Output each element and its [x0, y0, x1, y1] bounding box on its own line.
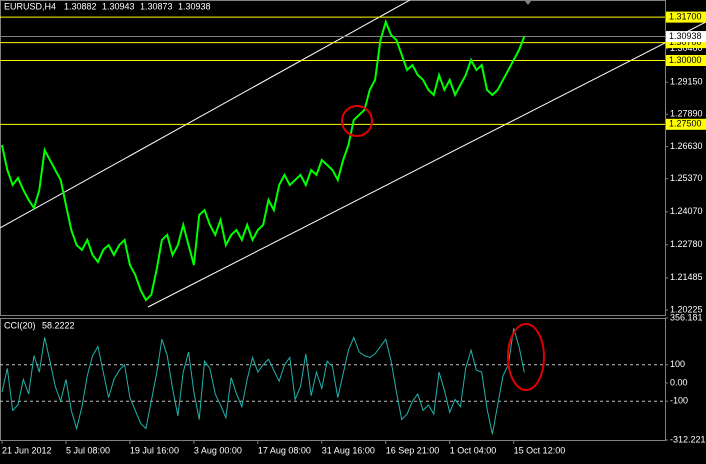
- x-tick-label: 31 Aug 16:00: [322, 445, 375, 455]
- x-tick-label: 5 Jul 08:00: [66, 445, 110, 455]
- y-tick-label: 1.24070: [670, 206, 703, 216]
- x-tick-label: 16 Sep 21:00: [386, 445, 440, 455]
- ohlc-value: 1.30938: [178, 1, 211, 11]
- y-tick-label: 1.22780: [670, 239, 703, 249]
- cci-last: 58.2222: [42, 320, 75, 330]
- x-tick-label: 21 Jun 2012: [2, 445, 52, 455]
- highlight-ellipse: [507, 323, 545, 391]
- y-tick-label: 1.26630: [670, 141, 703, 151]
- y-tick-label: 1.30460: [670, 43, 703, 53]
- bid-label: 1.30938: [669, 31, 702, 41]
- x-tick-label: 17 Aug 08:00: [258, 445, 311, 455]
- y-tick-label: 356.181: [670, 312, 703, 322]
- y-tick-label: 1.21485: [670, 272, 703, 282]
- y-tick-label: 1.27890: [670, 109, 703, 119]
- cci-panel-frame: [0, 318, 666, 441]
- y-tick-label: 1.29150: [670, 77, 703, 87]
- x-tick-label: 3 Aug 00:00: [194, 445, 242, 455]
- symbol-title: EURUSD,H4: [4, 1, 56, 11]
- channel-upper: [0, 0, 411, 229]
- level-label-box: [666, 37, 706, 49]
- price-chart: 1.20225 1.21485 1.22780 1.24070 1.25370 1.266…: [0, 11, 706, 314]
- y-tick-label: 1.20225: [670, 304, 703, 314]
- price-panel-frame: [0, 0, 666, 316]
- ohlc-value: 1.30943: [102, 1, 135, 11]
- level-label-box: [666, 118, 706, 130]
- series-line: [1, 18, 526, 302]
- bid-label-box: [666, 31, 706, 43]
- level-label: 1.30000: [669, 55, 702, 65]
- y-tick-label: 1.25370: [670, 173, 703, 183]
- x-tick-label: 19 Jul 16:00: [130, 445, 179, 455]
- y-tick-label: -312.221: [670, 434, 706, 444]
- shift-marker: [524, 0, 532, 5]
- level-label: 1.31700: [669, 11, 702, 21]
- x-tick-label: 15 Oct 12:00: [514, 445, 566, 455]
- cci-title: CCI(20): [4, 320, 36, 330]
- highlight-circle: [341, 105, 373, 137]
- level-label-box: [666, 54, 706, 66]
- x-tick-label: 1 Oct 04:00: [450, 445, 497, 455]
- y-tick-label: -100: [670, 396, 688, 406]
- y-tick-label: 0.00: [670, 377, 688, 387]
- y-tick-label: 100: [670, 359, 685, 369]
- level-label-box: [666, 11, 706, 23]
- level-label: 1.27500: [669, 119, 702, 129]
- ohlc-value: 1.30882: [64, 1, 97, 11]
- ohlc-value: 1.30873: [140, 1, 173, 11]
- series-line: [1, 328, 525, 435]
- channel-lower: [147, 21, 706, 308]
- cci-chart: 356.181 100 0.00 -100 -312.221 21 Jun 2012 5 J…: [0, 312, 706, 455]
